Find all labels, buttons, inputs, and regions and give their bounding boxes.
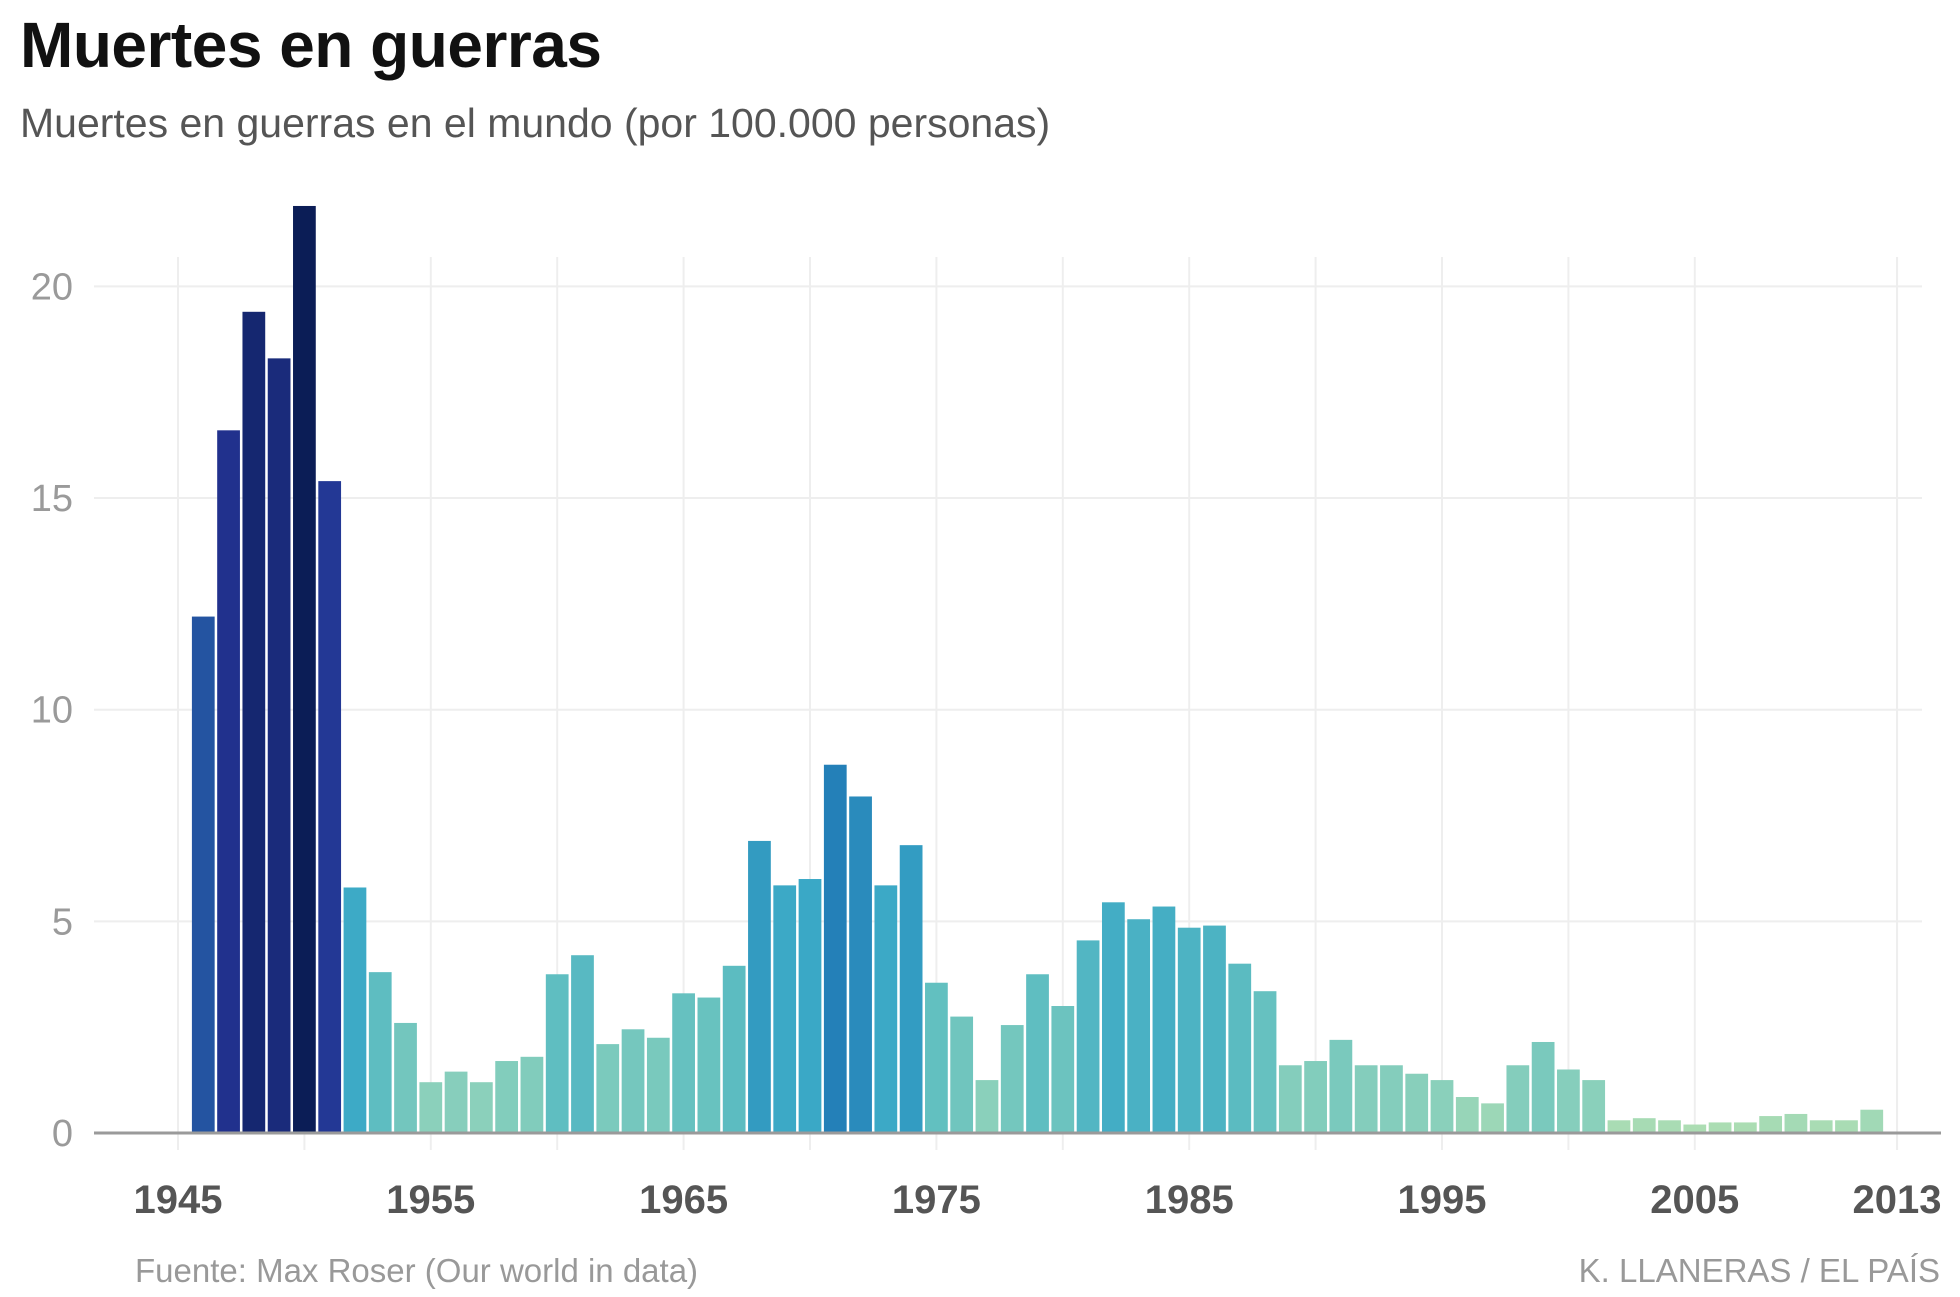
bar-1949 xyxy=(267,358,291,1134)
bar-1973 xyxy=(874,885,898,1133)
bar-1996 xyxy=(1455,1097,1479,1133)
bar-1955 xyxy=(419,1082,443,1133)
bar-2003 xyxy=(1632,1118,1656,1133)
y-tick-labels: 0 5 10 15 20 xyxy=(31,266,73,1155)
bar-1984 xyxy=(1152,906,1176,1133)
y-tick-label: 10 xyxy=(31,690,73,732)
x-tick-label: 1965 xyxy=(639,1178,728,1222)
chart-subtitle: Muertes en guerras en el mundo (por 100.… xyxy=(20,100,1051,146)
bar-1978 xyxy=(1000,1025,1024,1133)
bar-1963 xyxy=(621,1029,645,1133)
source-note: Fuente: Max Roser (Our world in data) xyxy=(135,1252,699,1289)
bar-2002 xyxy=(1607,1120,1631,1133)
bar-1989 xyxy=(1278,1065,1302,1133)
bar-1958 xyxy=(495,1061,519,1133)
bar-1946 xyxy=(191,616,215,1133)
bar-1976 xyxy=(950,1016,974,1133)
x-tick-label: 1955 xyxy=(386,1178,475,1222)
bar-1968 xyxy=(748,840,771,1133)
y-tick-label: 15 xyxy=(31,478,73,520)
bar-1969 xyxy=(773,885,797,1133)
bar-1951 xyxy=(318,481,342,1133)
bar-1990 xyxy=(1304,1061,1327,1133)
bar-2009 xyxy=(1784,1113,1808,1133)
x-tick-label: 1985 xyxy=(1145,1178,1234,1222)
bar-1960 xyxy=(545,974,569,1133)
bar-1995 xyxy=(1430,1080,1454,1133)
bar-2012 xyxy=(1860,1109,1884,1133)
x-tick-label: 2005 xyxy=(1650,1178,1739,1222)
bar-1964 xyxy=(646,1037,670,1133)
bar-1961 xyxy=(571,955,594,1133)
bar-2010 xyxy=(1809,1120,1833,1133)
x-tick-label: 1975 xyxy=(892,1178,981,1222)
bar-2000 xyxy=(1557,1069,1580,1133)
bar-1948 xyxy=(242,311,266,1134)
bar-2004 xyxy=(1658,1120,1681,1133)
bar-1987 xyxy=(1228,963,1252,1133)
bar-1957 xyxy=(469,1082,493,1133)
y-tick-label: 5 xyxy=(52,901,73,943)
bar-1953 xyxy=(368,972,392,1133)
credit-note: K. LLANERAS / EL PAÍS xyxy=(1578,1252,1940,1289)
bar-1986 xyxy=(1203,925,1226,1133)
bar-1994 xyxy=(1405,1073,1429,1133)
bar-1997 xyxy=(1481,1103,1504,1133)
bar-2007 xyxy=(1733,1122,1757,1133)
bar-1947 xyxy=(217,430,240,1133)
bar-1983 xyxy=(1127,919,1151,1133)
bar-1998 xyxy=(1506,1065,1530,1133)
bar-1967 xyxy=(722,965,746,1133)
bar-2001 xyxy=(1582,1080,1606,1133)
bar-1959 xyxy=(520,1056,544,1133)
bar-1971 xyxy=(823,764,847,1133)
bar-1966 xyxy=(697,997,721,1133)
bar-1979 xyxy=(1026,974,1049,1133)
x-tick-label: 2013 xyxy=(1853,1178,1942,1222)
bar-1991 xyxy=(1329,1039,1353,1133)
x-tick-label: 1995 xyxy=(1398,1178,1487,1222)
bar-1954 xyxy=(394,1022,417,1133)
bar-1977 xyxy=(975,1080,999,1133)
bar-1965 xyxy=(672,993,695,1133)
bar-1982 xyxy=(1101,902,1125,1133)
bar-1956 xyxy=(444,1071,468,1133)
bar-2008 xyxy=(1759,1116,1783,1133)
bar-2011 xyxy=(1835,1120,1858,1133)
bar-1970 xyxy=(798,879,822,1133)
bar-1985 xyxy=(1177,927,1201,1133)
chart-title: Muertes en guerras xyxy=(20,9,602,81)
bar-1972 xyxy=(849,796,872,1133)
bar-2006 xyxy=(1708,1122,1732,1133)
bar-1952 xyxy=(343,887,367,1133)
bars xyxy=(191,205,1884,1134)
bar-1981 xyxy=(1076,940,1100,1133)
bar-1962 xyxy=(596,1044,620,1133)
bar-1975 xyxy=(925,982,948,1133)
bar-1993 xyxy=(1380,1065,1403,1133)
gridlines xyxy=(94,257,1922,1150)
bar-1988 xyxy=(1253,991,1277,1133)
x-tick-label: 1945 xyxy=(134,1178,223,1222)
bar-1974 xyxy=(899,845,923,1133)
x-tick-labels: 1945 1955 1965 1975 1985 1995 2005 2013 xyxy=(134,1178,1942,1222)
y-tick-label: 0 xyxy=(52,1113,73,1155)
bar-1999 xyxy=(1531,1041,1555,1133)
bar-1950 xyxy=(293,205,316,1133)
y-tick-label: 20 xyxy=(31,266,73,308)
bar-1980 xyxy=(1051,1006,1075,1133)
bar-1992 xyxy=(1354,1065,1378,1133)
bar-2005 xyxy=(1683,1124,1707,1133)
